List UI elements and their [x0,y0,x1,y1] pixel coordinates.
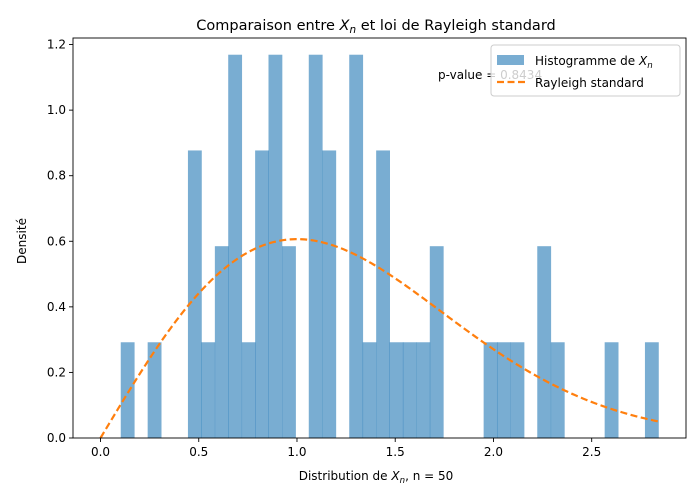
legend-box [490,44,681,97]
histogram-bar [322,150,337,438]
y-tick-label: 1.0 [47,103,66,117]
plot-area [99,54,659,439]
y-tick-label: 0.8 [47,169,66,183]
histogram-bar [187,150,202,438]
x-tick-label: 1.0 [287,445,306,459]
histogram-bar [537,246,552,438]
histogram-bar [429,246,444,438]
legend: Histogramme de Xn Rayleigh standard [490,44,681,97]
x-tick-label: 0.0 [91,445,110,459]
histogram-bar [550,342,565,438]
histogram-bar [389,342,404,438]
y-tick-label: 0.4 [47,300,66,314]
histogram-bar [147,342,162,438]
histogram-bar [308,54,323,438]
x-tick-label: 0.5 [189,445,208,459]
histogram-bar [496,342,511,438]
histogram-bar [362,342,377,438]
axes: 0.0 0.5 1.0 1.5 2.0 2.5 0.0 0.2 0.4 0.6 0.8 1.0 1.2 [47,37,687,459]
histogram-bar [483,342,498,438]
legend-swatch-histogram [497,55,524,65]
histogram-bar [120,342,135,438]
x-axis-label: Distribution de Xn, n = 50 [299,469,454,486]
histogram-bar [201,342,216,438]
rayleigh-curve [99,238,659,439]
histogram-bar [644,342,659,438]
histogram-bar [402,342,417,438]
histogram-bar [282,246,296,438]
histogram-bar [349,54,364,438]
y-axis-label: Densité [15,218,29,264]
y-tick-label: 0.0 [47,431,66,445]
histogram-bar [268,54,283,438]
histogram-bar [255,150,269,438]
y-tick-label: 0.6 [47,234,66,248]
y-tick-label: 0.2 [47,365,66,379]
histogram-bar [416,342,431,438]
x-tick-label: 2.0 [484,445,503,459]
y-tick-label: 1.2 [47,38,66,52]
axes-frame [72,37,687,439]
histogram-bar [510,342,525,438]
histogram-bar [604,342,619,438]
legend-label-curve: Rayleigh standard [535,76,644,90]
x-tick-label: 2.5 [582,445,601,459]
histogram-bar [228,54,243,438]
histogram-bar [214,246,229,438]
histogram-bar [241,342,256,438]
histogram-bar [376,150,390,438]
chart-title: Comparaison entre Xn et loi de Rayleigh … [196,18,555,36]
legend-label-histogram: Histogramme de Xn [535,54,653,71]
x-tick-label: 1.5 [386,445,405,459]
